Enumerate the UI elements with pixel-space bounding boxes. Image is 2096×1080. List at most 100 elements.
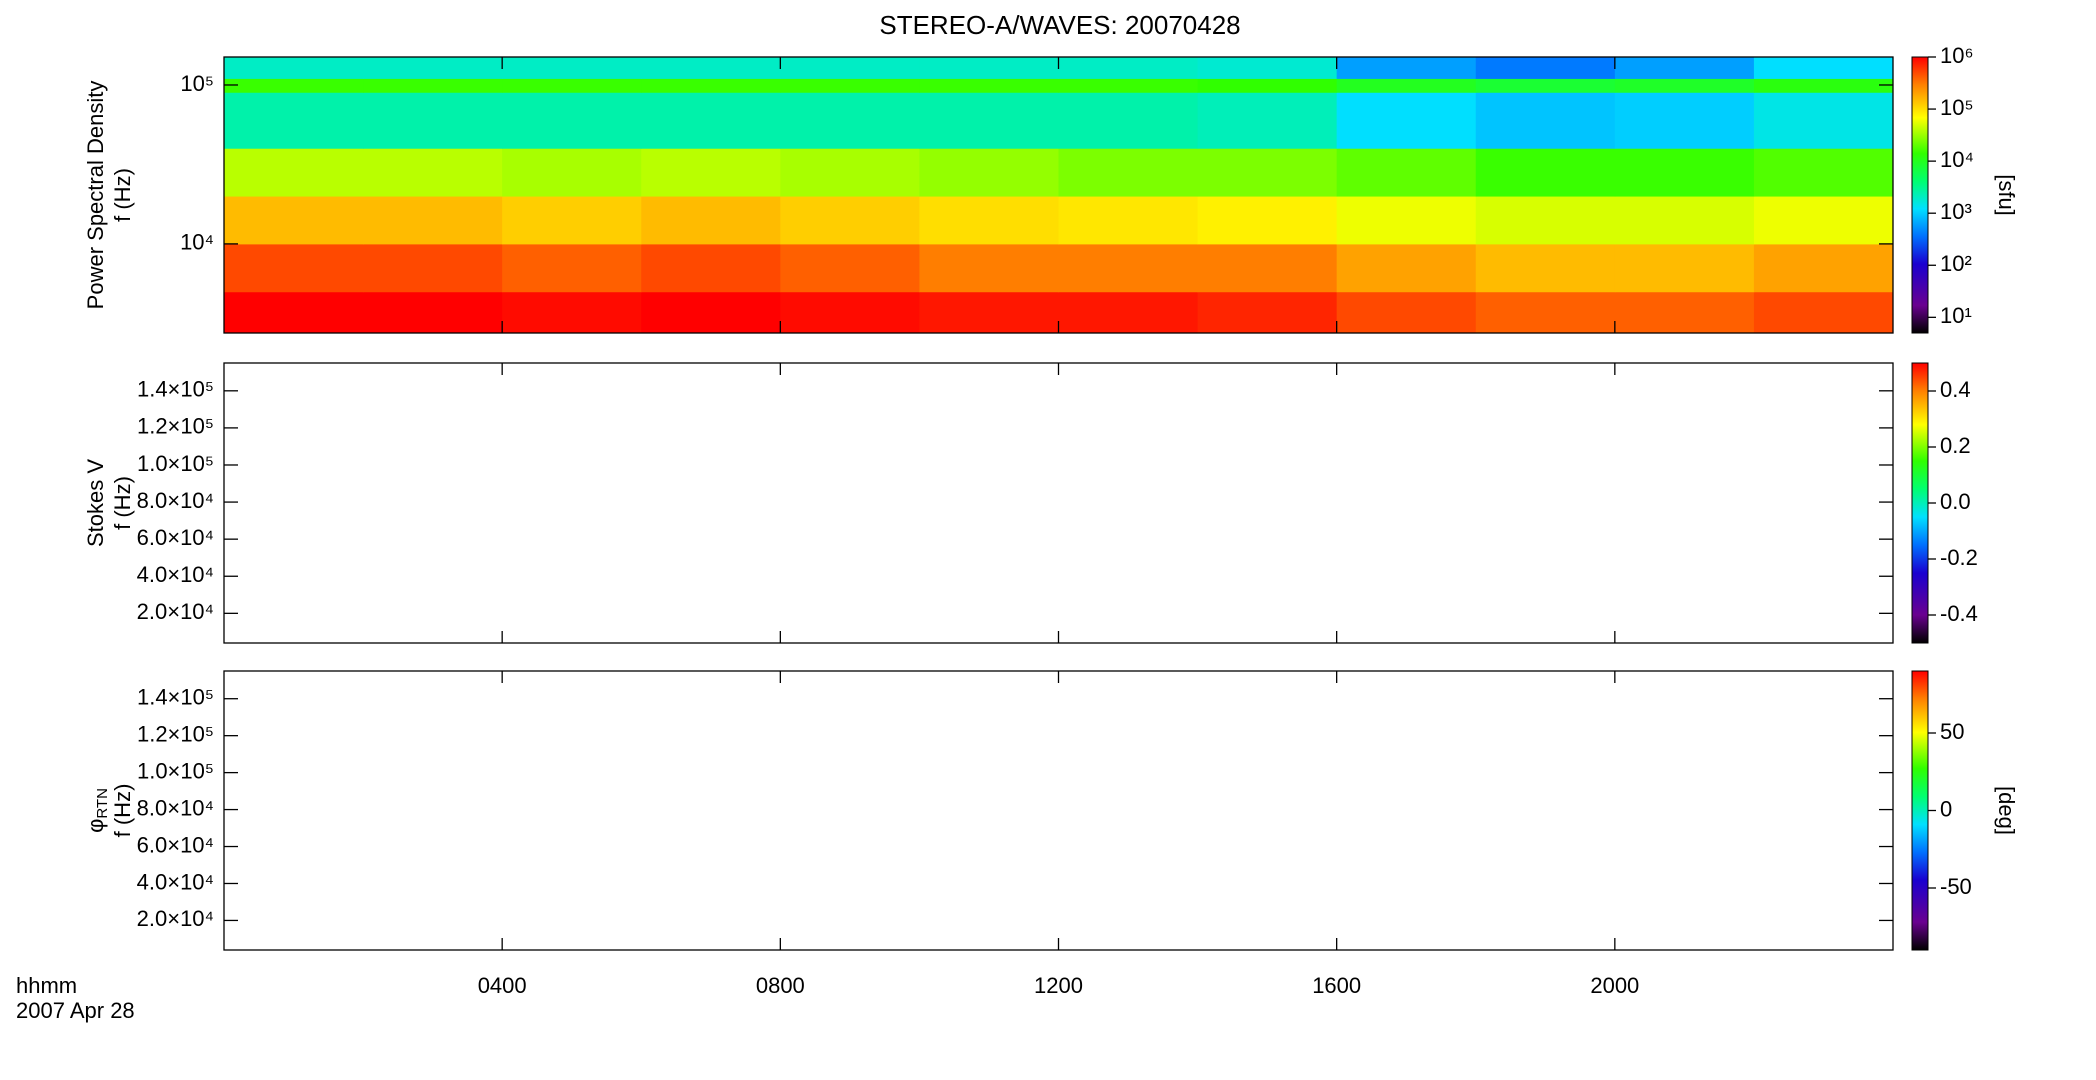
y-tick-label: 6.0×10⁴	[137, 525, 214, 550]
heatmap-cell	[1614, 196, 1755, 245]
y-axis-label-text: φ	[83, 819, 108, 833]
heatmap-cell	[1197, 92, 1338, 149]
heatmap-cell	[641, 148, 781, 197]
heatmap-cell	[780, 148, 920, 197]
heatmap-cell	[641, 92, 781, 149]
y-tick-label: 2.0×10⁴	[137, 599, 214, 624]
heatmap-cell	[1336, 243, 1477, 293]
colorbar-tick-label: 50	[1940, 719, 1964, 744]
heatmap-cell	[363, 196, 503, 245]
heatmap-cell	[363, 92, 503, 149]
heatmap-cell	[1614, 291, 1755, 334]
heatmap-cell	[224, 57, 364, 79]
colorbar-tick-label: 0.2	[1940, 433, 1971, 458]
heatmap-cell	[224, 92, 364, 149]
y-axis-label-text: Power Spectral Density	[83, 81, 108, 310]
heatmap-cell	[1475, 243, 1616, 293]
y-tick-label: 1.4×10⁵	[137, 685, 214, 710]
colorbar-tick-label: 10²	[1940, 251, 1972, 276]
colorbar-tick-label: -50	[1940, 874, 1972, 899]
heatmap-cell	[641, 78, 781, 93]
y-axis-label: f (Hz)	[110, 476, 135, 530]
colorbar-tick-label: 10⁶	[1940, 43, 1974, 68]
x-tick-label: 1200	[1034, 973, 1083, 998]
y-axis-label: Power Spectral Density	[83, 81, 108, 310]
y-tick-label: 8.0×10⁴	[137, 795, 214, 820]
colorbar	[1911, 362, 1929, 644]
y-tick-label: 6.0×10⁴	[137, 832, 214, 857]
heatmap-cell	[641, 291, 781, 334]
heatmap-cell	[1197, 57, 1338, 79]
colorbar-label: [deg]	[1994, 786, 2019, 835]
heatmap-cell	[1058, 196, 1199, 245]
heatmap-cell	[1197, 148, 1338, 197]
plot-frame	[223, 362, 1894, 644]
y-tick-label: 1.0×10⁵	[137, 758, 214, 783]
heatmap-cell	[502, 148, 642, 197]
heatmap-cell	[1753, 243, 1894, 293]
colorbar-tick-label: 10¹	[1940, 303, 1972, 328]
heatmap-cell	[1753, 291, 1894, 334]
y-tick-label: 10⁴	[180, 230, 214, 255]
y-axis-label: f (Hz)	[110, 784, 135, 838]
heatmap-cell	[1753, 57, 1894, 79]
heatmap-cell	[1336, 196, 1477, 245]
x-axis-label: hhmm	[16, 973, 77, 998]
colorbar	[1911, 670, 1929, 951]
heatmap-cell	[363, 243, 503, 293]
heatmap-cell	[224, 78, 364, 93]
y-tick-label: 1.2×10⁵	[137, 414, 214, 439]
y-axis-label: Stokes V	[83, 459, 108, 547]
heatmap-cell	[224, 243, 364, 293]
heatmap-cell	[1614, 92, 1755, 149]
heatmap-cell	[1058, 148, 1199, 197]
colorbar	[1911, 56, 1929, 334]
colorbar-tick-label: 0.0	[1940, 489, 1971, 514]
x-tick-label: 2000	[1590, 973, 1639, 998]
heatmap-cell	[502, 78, 642, 93]
colorbar-tick-label: -0.2	[1940, 545, 1978, 570]
heatmap-cell	[1475, 78, 1616, 93]
heatmap-cell	[1197, 78, 1338, 93]
y-tick-label: 1.4×10⁵	[137, 377, 214, 402]
colorbar-tick-label: 10⁵	[1940, 95, 1974, 120]
y-axis-label: f (Hz)	[110, 168, 135, 222]
heatmap-cell	[780, 78, 920, 93]
heatmap-cell	[780, 243, 920, 293]
heatmap-cell	[1336, 148, 1477, 197]
heatmap-cell	[1614, 243, 1755, 293]
heatmap-cell	[780, 57, 920, 79]
heatmap-cell	[224, 148, 364, 197]
y-tick-label: 4.0×10⁴	[137, 562, 214, 587]
heatmap-cell	[1753, 196, 1894, 245]
heatmap-cell	[1336, 291, 1477, 334]
heatmap-cell	[502, 291, 642, 334]
heatmap-cell	[919, 57, 1059, 79]
y-tick-label: 1.2×10⁵	[137, 721, 214, 746]
y-tick-label: 1.0×10⁵	[137, 451, 214, 476]
heatmap-cell	[780, 92, 920, 149]
x-tick-label: 0400	[478, 973, 527, 998]
heatmap-cell	[919, 196, 1059, 245]
plot-frame	[223, 670, 1894, 951]
heatmap-cell	[502, 92, 642, 149]
heatmap-cell	[1753, 78, 1894, 93]
heatmap-cell	[641, 243, 781, 293]
y-tick-label: 2.0×10⁴	[137, 906, 214, 931]
heatmap-cell	[224, 291, 364, 334]
heatmap-cell	[1058, 291, 1199, 334]
heatmap-cell	[1058, 92, 1199, 149]
heatmap-cell	[1753, 92, 1894, 149]
x-tick-label: 1600	[1312, 973, 1361, 998]
y-tick-label: 8.0×10⁴	[137, 488, 214, 513]
heatmap-cell	[1475, 92, 1616, 149]
heatmap-cell	[1614, 57, 1755, 79]
heatmap-cell	[780, 291, 920, 334]
colorbar-tick-label: 10³	[1940, 199, 1972, 224]
heatmap-cell	[224, 196, 364, 245]
heatmap-cell	[1753, 148, 1894, 197]
x-axis-label: 2007 Apr 28	[16, 998, 135, 1023]
heatmap-cell	[1475, 57, 1616, 79]
